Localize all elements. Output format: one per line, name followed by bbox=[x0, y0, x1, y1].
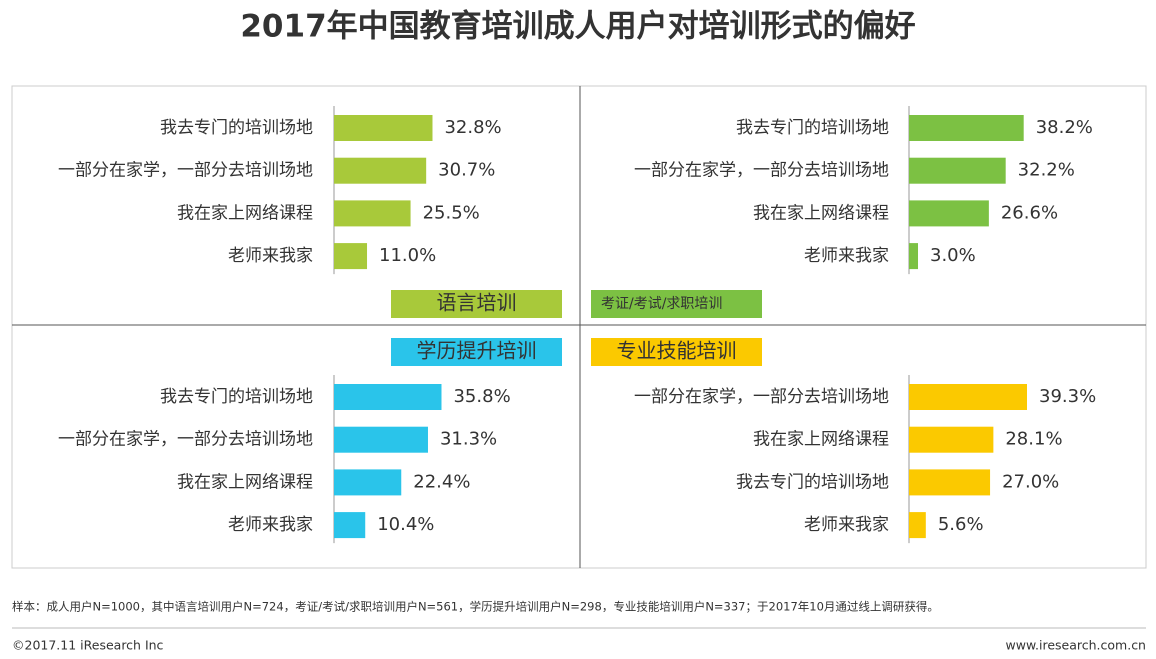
bar bbox=[909, 512, 926, 539]
bar bbox=[334, 469, 402, 496]
chart-title: 学历提升培训 bbox=[417, 339, 537, 363]
bar bbox=[909, 243, 919, 270]
bar bbox=[334, 384, 442, 410]
bar bbox=[909, 157, 1006, 184]
footnote: 样本：成人用户N=1000，其中语言培训用户N=724，考证/考试/求职培训用户… bbox=[12, 600, 939, 614]
value-label: 3.0% bbox=[930, 245, 976, 266]
category-label: 我去专门的培训场地 bbox=[736, 472, 889, 492]
value-label: 25.5% bbox=[423, 202, 480, 223]
value-label: 28.1% bbox=[1005, 429, 1062, 450]
bar bbox=[334, 426, 428, 453]
chart-title: 语言培训 bbox=[437, 291, 517, 315]
chart-title-box bbox=[391, 338, 562, 366]
value-label: 38.2% bbox=[1036, 117, 1093, 138]
category-label: 我去专门的培训场地 bbox=[160, 118, 313, 138]
category-label: 一部分在家学，一部分去培训场地 bbox=[634, 387, 889, 407]
bar bbox=[909, 426, 994, 453]
bar bbox=[909, 469, 991, 496]
category-label: 老师来我家 bbox=[804, 515, 889, 535]
value-label: 26.6% bbox=[1001, 202, 1058, 223]
bar bbox=[909, 384, 1027, 410]
value-label: 11.0% bbox=[379, 245, 436, 266]
category-label: 我去专门的培训场地 bbox=[736, 118, 889, 138]
value-label: 10.4% bbox=[377, 514, 434, 535]
category-label: 我在家上网络课程 bbox=[753, 430, 889, 450]
chart-title-box bbox=[591, 338, 762, 366]
bar bbox=[909, 200, 989, 227]
value-label: 27.0% bbox=[1002, 471, 1059, 492]
bar bbox=[334, 200, 411, 227]
category-label: 我在家上网络课程 bbox=[177, 472, 313, 492]
value-label: 32.8% bbox=[444, 117, 501, 138]
category-label: 我在家上网络课程 bbox=[177, 203, 313, 223]
value-label: 30.7% bbox=[438, 160, 495, 181]
category-label: 老师来我家 bbox=[228, 246, 313, 266]
bar bbox=[334, 512, 366, 539]
bar bbox=[334, 157, 427, 184]
value-label: 35.8% bbox=[453, 386, 510, 407]
chart-title: 考证/考试/求职培训 bbox=[601, 296, 722, 312]
value-label: 32.2% bbox=[1018, 160, 1075, 181]
bar bbox=[334, 243, 368, 270]
website: www.iresearch.com.cn bbox=[1006, 638, 1147, 653]
category-label: 我在家上网络课程 bbox=[753, 203, 889, 223]
copyright: ©2017.11 iResearch Inc bbox=[12, 638, 164, 653]
bar bbox=[334, 115, 433, 141]
value-label: 39.3% bbox=[1039, 386, 1096, 407]
value-label: 22.4% bbox=[413, 471, 470, 492]
category-label: 一部分在家学，一部分去培训场地 bbox=[58, 430, 313, 450]
bar bbox=[909, 115, 1024, 141]
category-label: 我去专门的培训场地 bbox=[160, 387, 313, 407]
chart-title-box bbox=[391, 290, 562, 318]
category-label: 一部分在家学，一部分去培训场地 bbox=[58, 161, 313, 181]
value-label: 31.3% bbox=[440, 429, 497, 450]
category-label: 老师来我家 bbox=[228, 515, 313, 535]
category-label: 老师来我家 bbox=[804, 246, 889, 266]
chart-title: 专业技能培训 bbox=[617, 339, 737, 363]
page-title: 2017年中国教育培训成人用户对培训形式的偏好 bbox=[240, 9, 915, 45]
frame bbox=[11, 85, 1147, 569]
value-label: 5.6% bbox=[938, 514, 984, 535]
category-label: 一部分在家学，一部分去培训场地 bbox=[634, 161, 889, 181]
chart-title-box bbox=[591, 290, 762, 318]
